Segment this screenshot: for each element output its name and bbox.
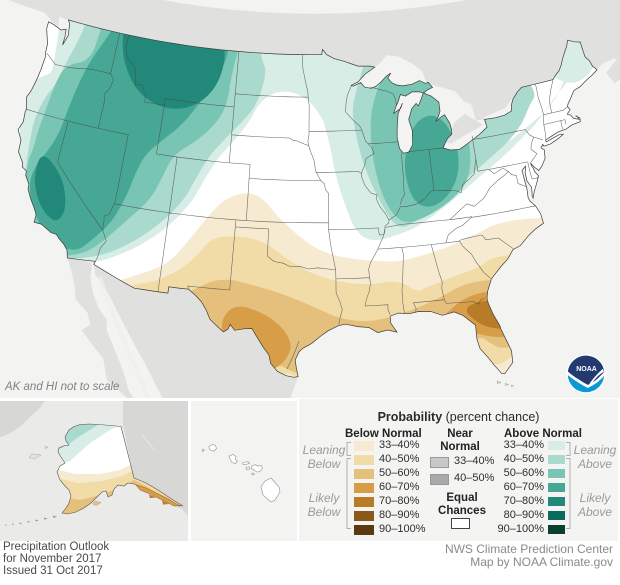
svg-text:NOAA: NOAA: [576, 366, 597, 373]
